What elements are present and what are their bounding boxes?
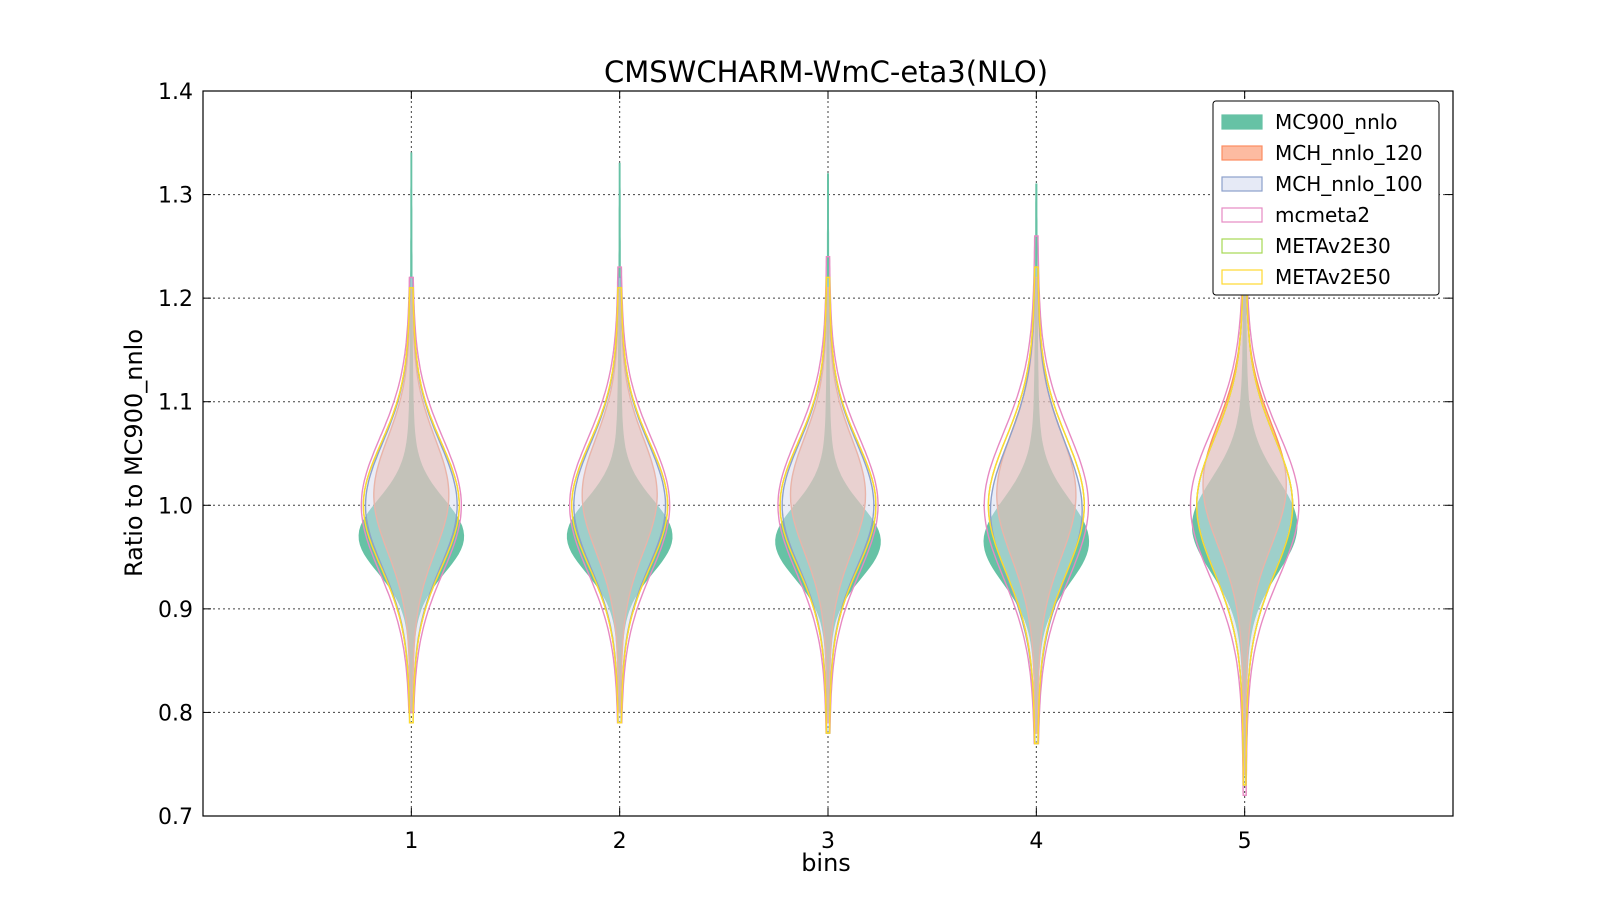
violin-mch-nnlo-100-bin-1 — [364, 276, 458, 714]
legend-label: MCH_nnlo_100 — [1275, 172, 1423, 196]
legend-box — [1212, 100, 1440, 296]
x-tick-label: 5 — [1238, 829, 1252, 854]
violin-metav2e50-bin-2 — [571, 287, 669, 724]
violin-mch-nnlo-100-bin-3 — [781, 276, 875, 734]
x-tick-label: 3 — [821, 829, 835, 854]
legend-label: METAv2E30 — [1275, 234, 1391, 258]
y-tick-label: 1.3 — [158, 184, 193, 209]
violin-mch-nnlo-100-bin-4 — [989, 266, 1083, 745]
y-axis-label: Ratio to MC900_nnlo — [120, 329, 148, 577]
violin-mcmeta2-bin-1 — [360, 276, 462, 714]
x-tick-label: 2 — [613, 829, 627, 854]
violin-metav2e50-bin-1 — [362, 287, 461, 724]
y-tick-label: 0.8 — [158, 701, 193, 726]
violin-mcmeta2-bin-4 — [983, 235, 1090, 745]
legend-label: MCH_nnlo_120 — [1275, 141, 1423, 165]
legend-label: mcmeta2 — [1275, 203, 1370, 227]
violin-mcmeta2-bin-2 — [569, 266, 671, 724]
legend-label: METAv2E50 — [1275, 265, 1391, 289]
x-tick-label: 1 — [404, 829, 418, 854]
legend-swatch — [1221, 176, 1263, 192]
y-tick-label: 1.2 — [158, 287, 193, 312]
y-tick-label: 0.9 — [158, 598, 193, 623]
legend-label: MC900_nnlo — [1275, 110, 1398, 134]
legend-swatch — [1221, 145, 1263, 161]
x-axis-ticks: 1 2 3 4 5 — [404, 91, 1252, 854]
chart-title: CMSWCHARM-WmC-eta3(NLO) — [604, 55, 1048, 89]
violin-metav2e50-bin-4 — [987, 266, 1086, 745]
legend-swatch — [1221, 114, 1263, 130]
y-tick-label: 1.0 — [158, 494, 193, 519]
violin-metav2e50-bin-3 — [779, 276, 877, 734]
violin-mcmeta2-bin-3 — [777, 256, 879, 734]
legend-swatch — [1221, 207, 1263, 223]
violins — [358, 152, 1300, 796]
legend-swatch — [1221, 238, 1263, 254]
legend: MC900_nnlo MCH_nnlo_120 MCH_nnlo_100mcmeta… — [1212, 100, 1440, 296]
violin-mch-nnlo-100-bin-2 — [573, 276, 667, 724]
x-axis-label: bins — [801, 849, 851, 877]
y-tick-label: 1.1 — [158, 391, 193, 416]
violin-mch-nnlo-100-bin-5 — [1196, 266, 1294, 786]
y-tick-label: 0.7 — [158, 805, 193, 830]
y-tick-label: 1.4 — [158, 80, 193, 105]
x-tick-label: 4 — [1029, 829, 1043, 854]
y-axis-ticks: 0.7 0.8 0.9 1.0 1.1 1.2 1.3 1.4 — [158, 80, 1453, 830]
legend-swatch — [1221, 269, 1263, 285]
